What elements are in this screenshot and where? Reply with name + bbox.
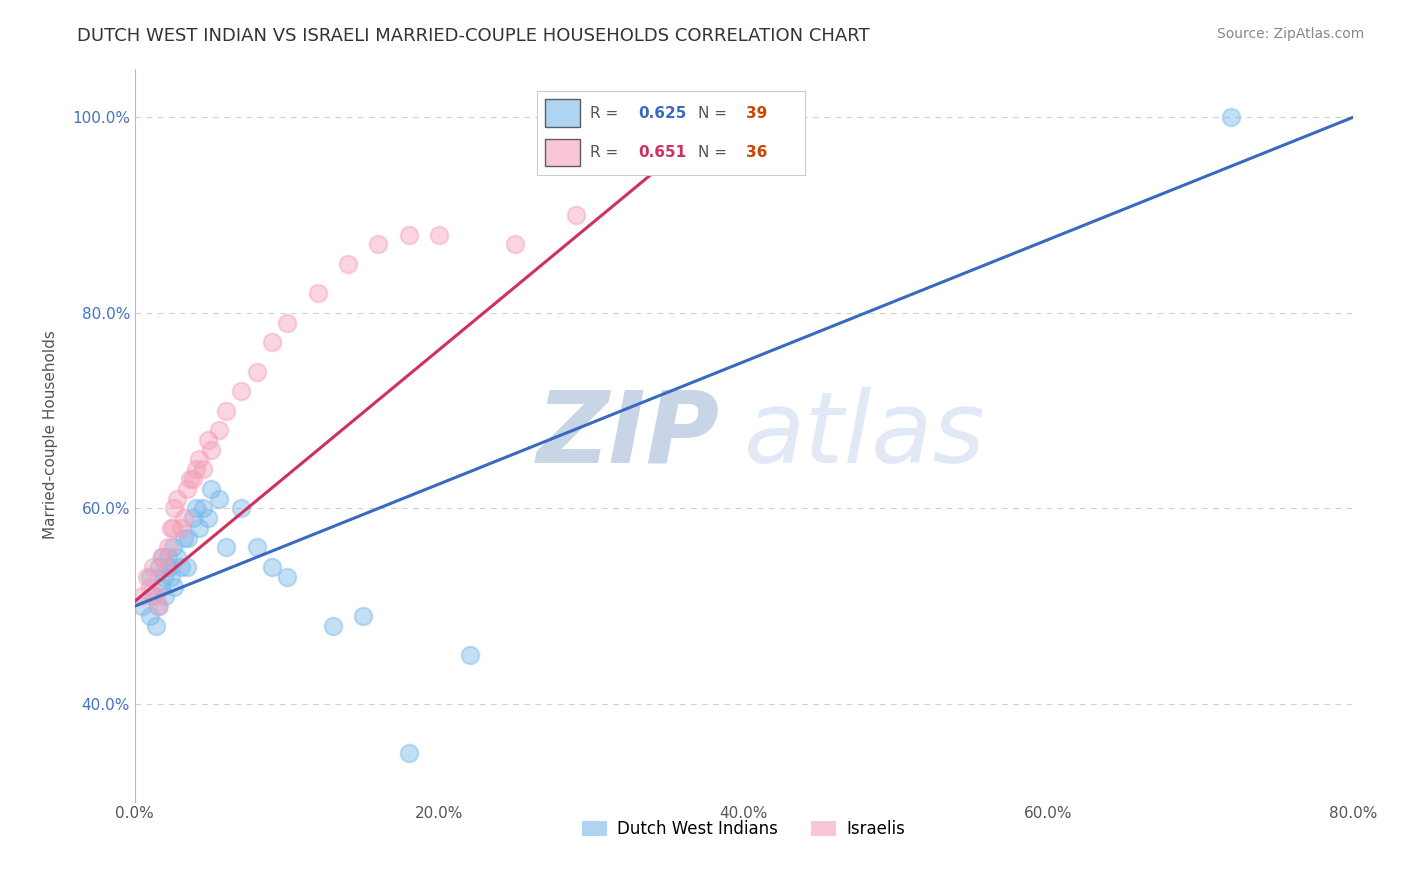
Point (184, 462, 207, 476)
Point (193, 501, 215, 516)
Point (145, 618, 167, 632)
Point (207, 491, 229, 506)
Point (187, 521, 209, 535)
Point (162, 521, 184, 535)
Point (162, 541, 184, 555)
Point (260, 335, 283, 350)
Point (152, 570, 174, 584)
Point (155, 560, 177, 574)
Point (131, 599, 153, 613)
Point (160, 521, 183, 535)
Point (505, 237, 527, 252)
Point (139, 580, 162, 594)
Point (163, 501, 186, 516)
Text: ZIP: ZIP (537, 386, 720, 483)
Point (173, 531, 195, 545)
Point (398, 227, 420, 242)
Point (139, 570, 162, 584)
Y-axis label: Married-couple Households: Married-couple Households (44, 331, 58, 540)
Point (150, 550, 173, 565)
Point (181, 472, 204, 486)
Point (166, 491, 188, 506)
Point (157, 550, 180, 565)
Point (148, 599, 170, 613)
Point (160, 570, 183, 584)
Point (173, 511, 195, 525)
Point (142, 590, 165, 604)
Point (155, 590, 177, 604)
Point (156, 560, 179, 574)
Point (215, 403, 238, 417)
Point (427, 227, 450, 242)
Point (176, 560, 198, 574)
Point (179, 472, 201, 486)
Point (187, 452, 209, 467)
Point (149, 580, 172, 594)
Point (276, 570, 298, 584)
Point (136, 570, 159, 584)
Point (169, 521, 191, 535)
Point (565, 208, 588, 222)
Point (150, 550, 173, 565)
Point (139, 608, 162, 623)
Text: Source: ZipAtlas.com: Source: ZipAtlas.com (1216, 27, 1364, 41)
Point (207, 423, 229, 437)
Point (215, 541, 238, 555)
Point (157, 541, 180, 555)
Point (352, 608, 374, 623)
Point (131, 590, 153, 604)
Point (1220, 111, 1243, 125)
Point (246, 541, 269, 555)
Point (163, 580, 186, 594)
Text: DUTCH WEST INDIAN VS ISRAELI MARRIED-COUPLE HOUSEHOLDS CORRELATION CHART: DUTCH WEST INDIAN VS ISRAELI MARRIED-COU… (77, 27, 870, 45)
Point (200, 442, 222, 457)
Point (307, 286, 329, 301)
Point (176, 482, 198, 496)
Point (148, 560, 170, 574)
Point (367, 237, 389, 252)
Point (197, 511, 219, 525)
Point (231, 384, 253, 398)
Legend: Dutch West Indians, Israelis: Dutch West Indians, Israelis (575, 814, 912, 845)
Point (169, 560, 191, 574)
Point (231, 501, 253, 516)
Point (322, 618, 344, 632)
Point (142, 560, 165, 574)
Point (193, 462, 215, 476)
Point (177, 531, 200, 545)
Point (166, 550, 188, 565)
Point (181, 511, 204, 525)
Point (159, 560, 181, 574)
Point (337, 257, 360, 271)
Text: atlas: atlas (744, 386, 986, 483)
Point (398, 746, 420, 760)
Point (458, 648, 481, 662)
Point (260, 560, 283, 574)
Point (276, 316, 298, 330)
Point (145, 590, 167, 604)
Point (246, 364, 269, 378)
Point (197, 433, 219, 447)
Point (184, 501, 207, 516)
Point (200, 482, 222, 496)
Point (146, 599, 169, 613)
